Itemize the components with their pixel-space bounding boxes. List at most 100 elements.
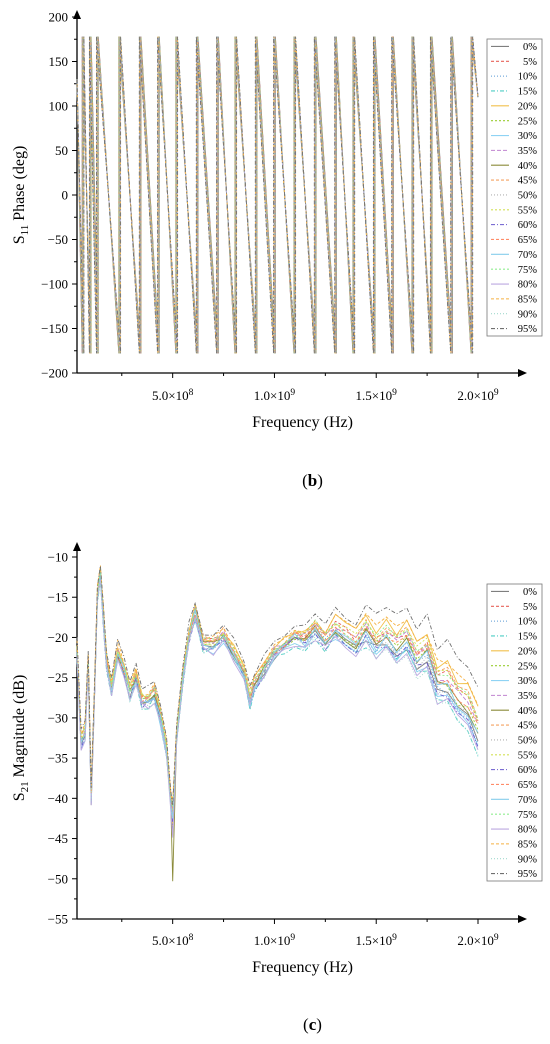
legend-label: 20% — [518, 646, 538, 657]
x-tick-label: 2.0×109 — [457, 933, 499, 948]
series-line — [76, 579, 479, 838]
phase-chart-panel: 200 150 100 50 0 −50 −100 −150 −200 5.0×108 1.0×10… — [11, 10, 543, 490]
series-line — [76, 565, 479, 801]
y-tick-label: −45 — [48, 831, 68, 846]
y-axis-title: S11 Phase (deg) — [11, 146, 31, 245]
y-tick-label: −25 — [48, 670, 68, 685]
series-line — [76, 572, 479, 882]
x-tick-label: 5.0×108 — [152, 933, 194, 948]
legend-box — [486, 583, 543, 882]
y-tick-label: −100 — [41, 277, 68, 292]
legend-label: 70% — [518, 795, 538, 806]
legend-label: 0% — [523, 42, 537, 53]
legend-label: 35% — [518, 691, 538, 702]
series-line — [76, 571, 479, 829]
legend-label: 80% — [518, 825, 538, 836]
y-tick-label: −10 — [48, 550, 68, 565]
series-line — [76, 36, 479, 354]
x-axis-title: Frequency (Hz) — [252, 414, 353, 431]
series-line — [76, 577, 479, 814]
y-tick-label: −30 — [48, 710, 68, 725]
y-tick-label: −55 — [48, 912, 68, 927]
y-axis-title: S21 Magnitude (dB) — [11, 675, 31, 802]
legend-label: 30% — [518, 131, 538, 142]
legend-label: 95% — [518, 324, 538, 335]
legend-label: 55% — [518, 205, 538, 216]
x-tick-label: 1.5×109 — [356, 933, 398, 948]
y-tick-label: 0 — [62, 188, 69, 203]
legend-label: 90% — [518, 309, 538, 320]
x-tick-label: 1.5×109 — [356, 388, 398, 403]
series-line — [76, 575, 479, 819]
series-line — [76, 565, 479, 806]
legend-label: 85% — [518, 839, 538, 850]
x-tick-label: 5.0×108 — [152, 388, 194, 403]
legend-label: 70% — [518, 250, 538, 261]
x-tick-label: 2.0×109 — [457, 388, 499, 403]
legend-label: 55% — [518, 750, 538, 761]
x-axis-title: Frequency (Hz) — [252, 959, 353, 976]
legend-label: 75% — [518, 810, 538, 821]
series-line — [76, 574, 479, 820]
magnitude-chart-panel: −10 −15 −20 −25 −30 −35 −40 −45 −50 −55 5.0×108 1.0… — [11, 542, 543, 1034]
legend-label: 15% — [518, 87, 538, 98]
legend: 0% 5% 10% 15% 20% 25% 30% 35% 40% 45% 50% 55% 60% 65%… — [486, 38, 543, 337]
legend: 0% 5% 10% 15% 20% 25% 30% 35% 40% 45% 50% 55% 60% 65%… — [486, 583, 543, 882]
panel-label: (c) — [303, 1015, 322, 1034]
legend-label: 10% — [518, 72, 538, 83]
legend-label: 15% — [518, 632, 538, 643]
x-axis-arrow-icon — [518, 369, 527, 377]
legend-label: 5% — [523, 602, 537, 613]
y-tick-label: −20 — [48, 630, 68, 645]
series-line — [76, 571, 479, 813]
legend-label: 90% — [518, 854, 538, 865]
series-line — [76, 574, 479, 830]
y-tick-label: 100 — [49, 99, 69, 114]
series-line — [76, 567, 479, 808]
series-line — [76, 581, 479, 818]
y-tick-label: −35 — [48, 751, 68, 766]
legend-label: 25% — [518, 661, 538, 672]
legend-label: 45% — [518, 721, 538, 732]
series-line — [76, 568, 479, 812]
y-tick-label: 150 — [49, 54, 69, 69]
y-tick-label: −15 — [48, 590, 68, 605]
series-line — [76, 572, 479, 812]
legend-label: 60% — [518, 765, 538, 776]
y-tick-label: −40 — [48, 791, 68, 806]
plot-area — [76, 565, 479, 882]
y-tick-label: −200 — [41, 366, 68, 381]
plot-area — [76, 36, 479, 354]
legend-label: 25% — [518, 116, 538, 127]
series-line — [76, 572, 479, 819]
y-tick-label: 200 — [49, 10, 69, 25]
legend-label: 65% — [518, 780, 538, 791]
legend-box — [486, 38, 543, 337]
y-axis-arrow-icon — [73, 10, 81, 19]
legend-label: 50% — [518, 191, 538, 202]
series-line — [76, 570, 479, 826]
legend-label: 95% — [518, 869, 538, 880]
legend-label: 45% — [518, 176, 538, 187]
y-tick-label: 50 — [55, 143, 68, 158]
legend-label: 85% — [518, 294, 538, 305]
y-tick-label: −50 — [48, 871, 68, 886]
legend-label: 30% — [518, 676, 538, 687]
x-axis-arrow-icon — [518, 915, 527, 923]
legend-label: 10% — [518, 617, 538, 628]
series-line — [76, 36, 479, 354]
legend-label: 40% — [518, 706, 538, 717]
y-tick-label: −150 — [41, 321, 68, 336]
series-line — [76, 569, 479, 817]
panel-label: (b) — [302, 471, 323, 490]
y-axis-arrow-icon — [73, 542, 81, 551]
x-tick-label: 1.0×109 — [254, 933, 296, 948]
legend-label: 80% — [518, 280, 538, 291]
series-line — [76, 580, 479, 819]
series-line — [76, 568, 479, 812]
legend-label: 60% — [518, 220, 538, 231]
legend-label: 35% — [518, 146, 538, 157]
legend-label: 40% — [518, 161, 538, 172]
legend-label: 0% — [523, 587, 537, 598]
